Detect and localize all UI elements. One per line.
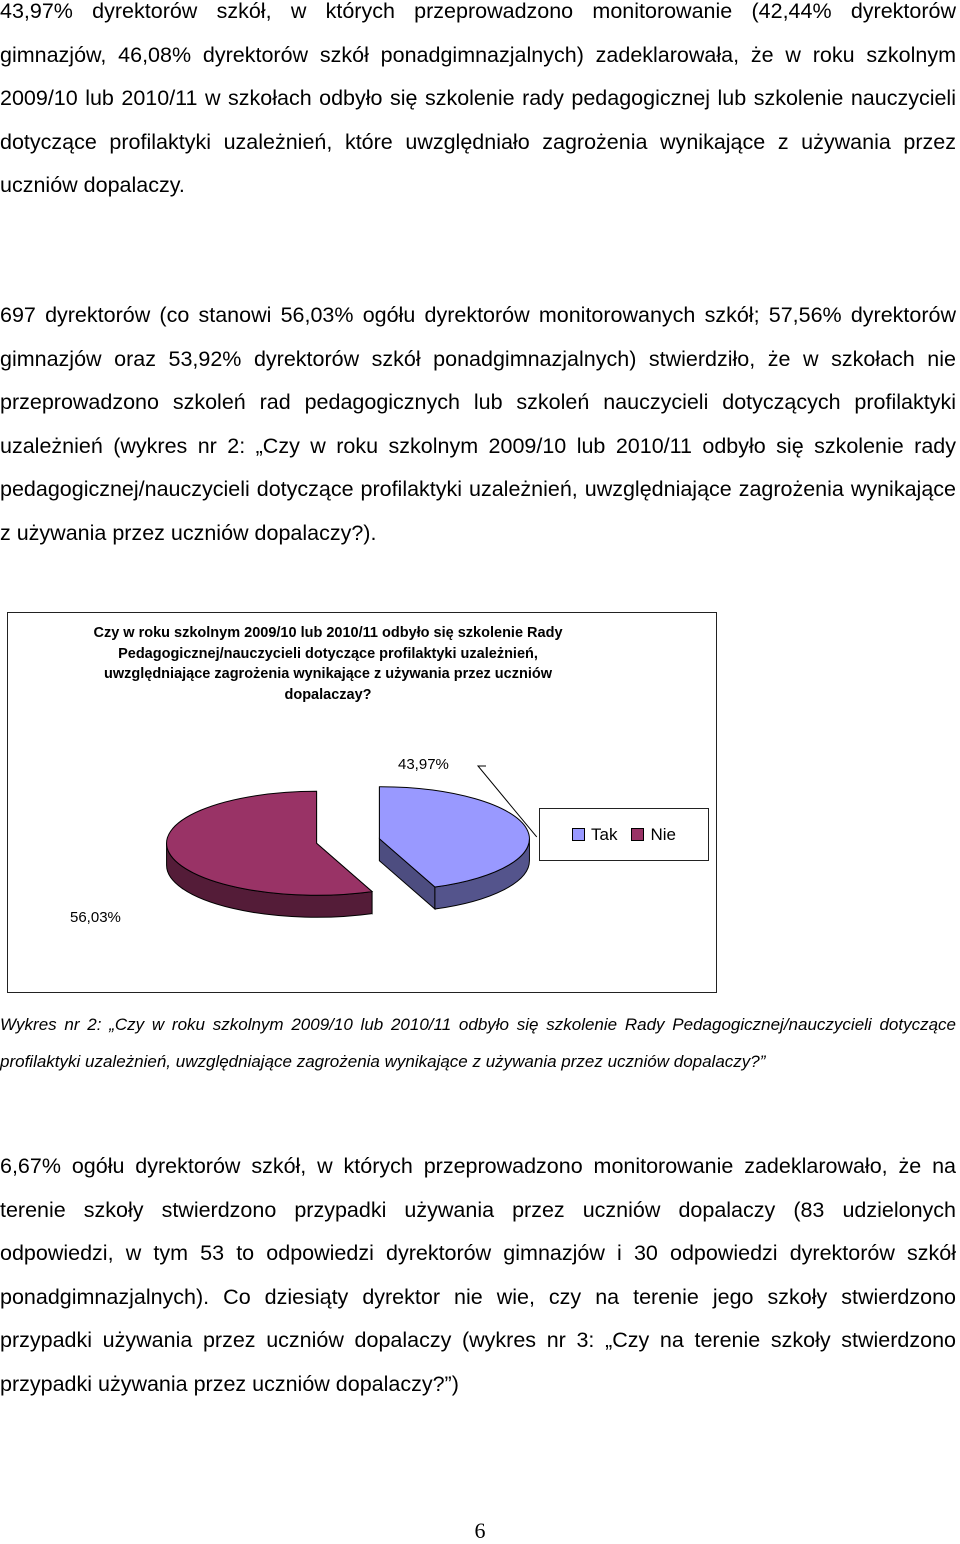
chart-title: Czy w roku szkolnym 2009/10 lub 2010/11 … (93, 625, 563, 703)
legend-swatch-nie (631, 828, 645, 841)
data-label-nie: 56,03% (70, 909, 121, 926)
pie-chart: Czy w roku szkolnym 2009/10 lub 2010/11 … (7, 612, 717, 993)
paragraph-2: 697 dyrektorów (co stanowi 56,03% ogółu … (0, 303, 956, 545)
chart-caption: Wykres nr 2: „Czy w roku szkolnym 2009/1… (0, 1015, 956, 1071)
legend-item-tak: Tak (572, 825, 617, 845)
legend-swatch-tak (572, 828, 585, 841)
paragraph-1: 43,97% dyrektorów szkół, w których przep… (0, 0, 956, 198)
pie-chart-svg (166, 765, 538, 918)
data-label-tak: 43,97% (398, 756, 449, 773)
leader-line-tak (476, 765, 538, 838)
legend-label-nie: Nie (650, 824, 676, 844)
pie-slice-tak (378, 786, 530, 911)
paragraph-3: 6,67% ogółu dyrektorów szkół, w których … (0, 1154, 956, 1396)
legend-item-nie: Nie (631, 825, 676, 845)
legend-label-tak: Tak (591, 824, 618, 844)
page-number: 6 (474, 1518, 486, 1543)
chart-legend: Tak Nie (539, 808, 709, 861)
pie-slice-nie (166, 790, 374, 918)
